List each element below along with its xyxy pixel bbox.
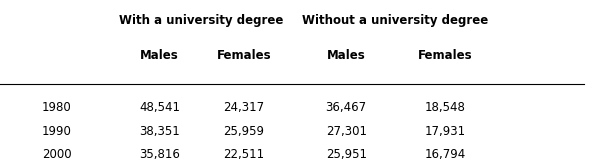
Text: 38,351: 38,351 — [139, 124, 180, 138]
Text: 48,541: 48,541 — [139, 101, 180, 114]
Text: Males: Males — [327, 49, 365, 62]
Text: Females: Females — [418, 49, 473, 62]
Text: 2000: 2000 — [42, 148, 72, 161]
Text: Males: Males — [140, 49, 179, 62]
Text: 24,317: 24,317 — [223, 101, 264, 114]
Text: 17,931: 17,931 — [425, 124, 466, 138]
Text: 1980: 1980 — [42, 101, 72, 114]
Text: 36,467: 36,467 — [326, 101, 367, 114]
Text: 16,794: 16,794 — [425, 148, 466, 161]
Text: Without a university degree: Without a university degree — [302, 14, 489, 27]
Text: 18,548: 18,548 — [425, 101, 466, 114]
Text: 25,951: 25,951 — [326, 148, 367, 161]
Text: 1990: 1990 — [42, 124, 72, 138]
Text: 35,816: 35,816 — [139, 148, 180, 161]
Text: 25,959: 25,959 — [223, 124, 264, 138]
Text: With a university degree: With a university degree — [119, 14, 284, 27]
Text: 27,301: 27,301 — [326, 124, 367, 138]
Text: 22,511: 22,511 — [223, 148, 264, 161]
Text: Females: Females — [217, 49, 271, 62]
